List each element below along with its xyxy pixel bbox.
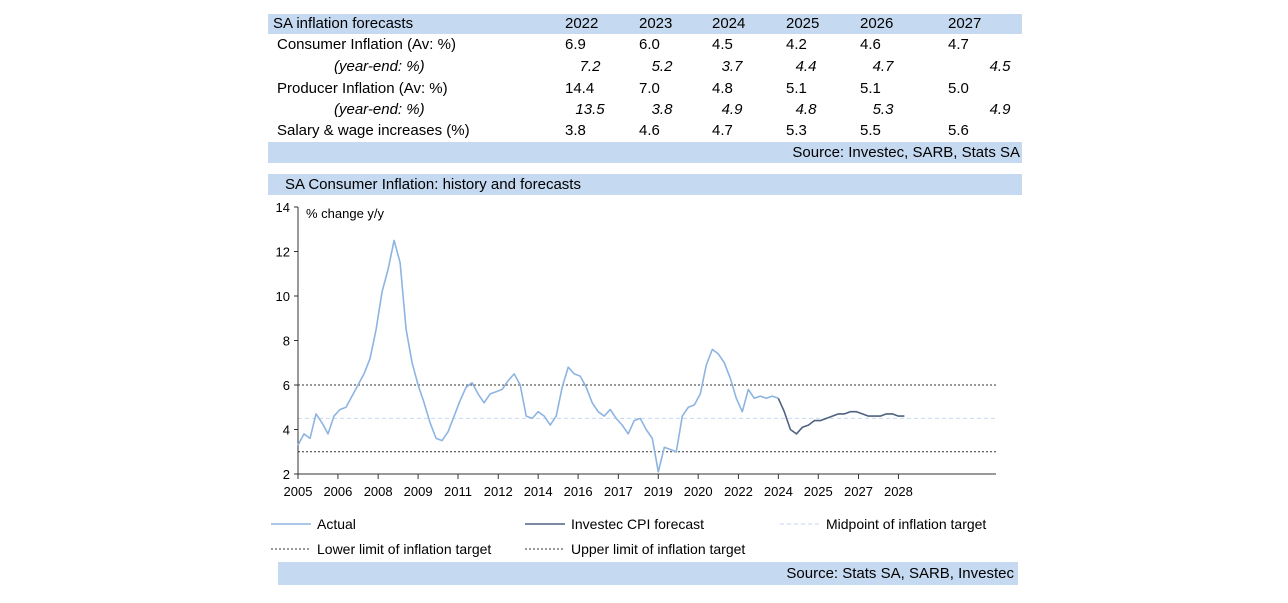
table-row-label: (year-end: %) — [334, 58, 425, 75]
table-cell: 6.9 — [565, 36, 586, 53]
x-tick-label: 2017 — [604, 484, 633, 499]
table-source-bar — [268, 142, 1022, 163]
x-tick-label: 2020 — [684, 484, 713, 499]
table-cell: 3.7 — [721, 58, 743, 75]
series-forecast-line — [777, 397, 905, 435]
table-title: SA inflation forecasts — [273, 15, 414, 32]
table-cell: 3.8 — [565, 122, 586, 139]
x-tick-label: 2005 — [284, 484, 313, 499]
table-source: Source: Investec, SARB, Stats SA — [792, 144, 1020, 161]
table-year-header: 2027 — [948, 15, 982, 32]
table-cell: 7.2 — [579, 58, 601, 75]
x-tick-label: 2012 — [484, 484, 513, 499]
table-cell: 4.8 — [795, 101, 817, 118]
table-year-header: 2023 — [639, 15, 673, 32]
table-cell: 4.5 — [989, 58, 1011, 75]
table-cell: 4.7 — [712, 122, 733, 139]
x-tick-label: 2022 — [724, 484, 753, 499]
table-cell: 14.4 — [565, 80, 595, 97]
y-tick-label: 8 — [283, 334, 290, 349]
x-tick-label: 2009 — [404, 484, 433, 499]
table-row-label: Consumer Inflation (Av: %) — [277, 36, 456, 53]
table-cell: 4.7 — [948, 36, 969, 53]
legend-midpoint-label: Midpoint of inflation target — [826, 516, 986, 532]
chart-source: Source: Stats SA, SARB, Investec — [786, 565, 1014, 582]
table-year-header: 2025 — [786, 15, 820, 32]
table-cell: 5.3 — [786, 122, 807, 139]
chart-title-bar — [268, 174, 1022, 195]
table-cell: 4.5 — [712, 36, 733, 53]
table-row-label: Producer Inflation (Av: %) — [277, 80, 448, 97]
table-cell: 13.5 — [575, 101, 605, 118]
table-cell: 4.6 — [860, 36, 881, 53]
table-cell: 3.8 — [651, 101, 673, 118]
chart-source-bar — [278, 562, 1018, 585]
table-cell: 7.0 — [639, 80, 660, 97]
legend-lower-limit-label: Lower limit of inflation target — [317, 541, 491, 557]
table-cell: 5.1 — [786, 80, 807, 97]
y-tick-label: 6 — [283, 378, 290, 393]
table-cell: 4.7 — [872, 58, 894, 75]
x-tick-label: 2008 — [364, 484, 393, 499]
y-tick-label: 4 — [283, 423, 290, 438]
x-tick-label: 2011 — [444, 484, 472, 499]
table-cell: 4.9 — [989, 101, 1011, 118]
x-tick-label: 2025 — [804, 484, 833, 499]
table-cell: 6.0 — [639, 36, 660, 53]
table-cell: 4.2 — [786, 36, 807, 53]
table-cell: 4.4 — [795, 58, 817, 75]
table-header-bar — [268, 14, 1022, 34]
legend-forecast-label: Investec CPI forecast — [571, 516, 704, 532]
y-tick-label: 10 — [276, 289, 290, 304]
table-cell: 4.9 — [721, 101, 743, 118]
legend-upper-limit-label: Upper limit of inflation target — [571, 541, 745, 557]
x-tick-label: 2014 — [524, 484, 553, 499]
y-tick-label: 14 — [276, 200, 290, 215]
table-cell: 5.5 — [860, 122, 881, 139]
table-cell: 4.6 — [639, 122, 660, 139]
legend-actual-label: Actual — [317, 516, 356, 532]
x-tick-label: 2016 — [564, 484, 593, 499]
x-tick-label: 2027 — [844, 484, 873, 499]
y-tick-label: 12 — [276, 245, 290, 260]
table-cell: 5.1 — [860, 80, 881, 97]
x-tick-label: 2024 — [764, 484, 793, 499]
table-row-label: (year-end: %) — [334, 101, 425, 118]
table-cell: 5.2 — [651, 58, 673, 75]
table-year-header: 2026 — [860, 15, 894, 32]
table-cell: 4.8 — [712, 80, 733, 97]
table-cell: 5.3 — [872, 101, 894, 118]
table-row-label: Salary & wage increases (%) — [277, 122, 470, 139]
table-cell: 5.0 — [948, 80, 969, 97]
x-tick-label: 2028 — [884, 484, 913, 499]
series-actual-line — [297, 239, 779, 473]
x-tick-label: 2019 — [644, 484, 673, 499]
table-year-header: 2022 — [565, 15, 599, 32]
x-tick-label: 2006 — [323, 484, 352, 499]
table-year-header: 2024 — [712, 15, 746, 32]
y-tick-label: 2 — [283, 467, 290, 482]
y-axis-label: % change y/y — [306, 206, 385, 221]
table-cell: 5.6 — [948, 122, 969, 139]
chart-title: SA Consumer Inflation: history and forec… — [285, 176, 581, 193]
